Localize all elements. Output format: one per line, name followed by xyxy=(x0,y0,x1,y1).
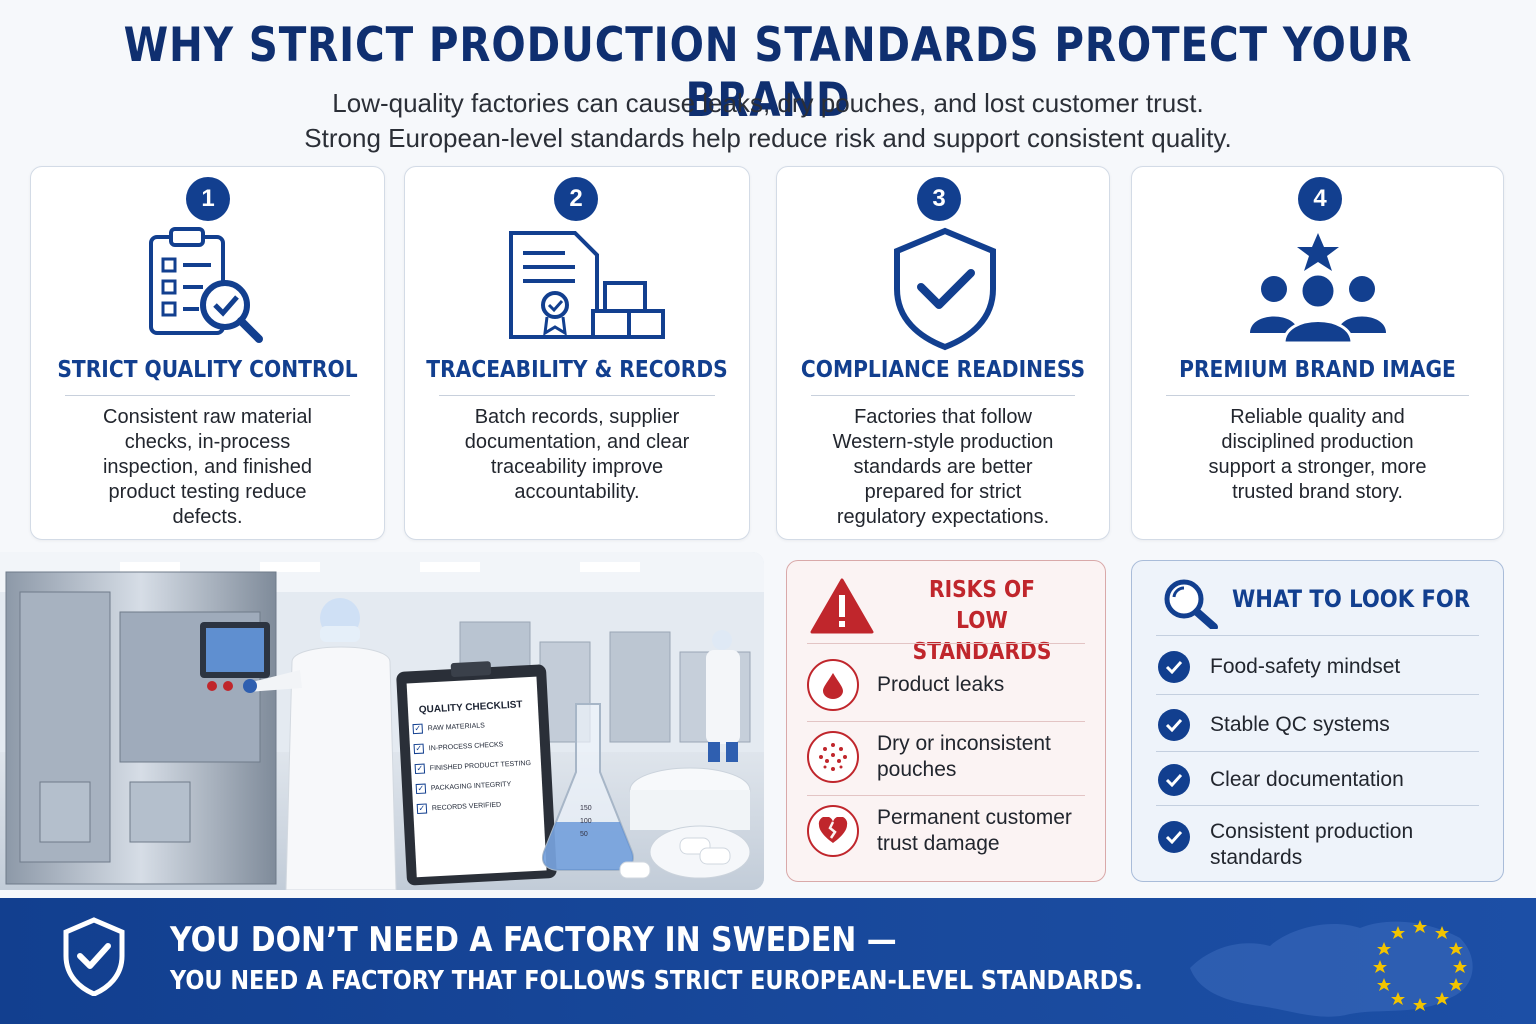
checklist-item: ✓ FINISHED PRODUCT TESTING xyxy=(414,759,532,775)
subtitle-line-2: Strong European-level standards help red… xyxy=(304,123,1232,153)
checklist-item: ✓ IN-PROCESS CHECKS xyxy=(413,740,504,755)
card-description: Consistent raw material checks, in-proces… xyxy=(102,406,313,528)
step-number-badge: 2 xyxy=(554,177,598,221)
eu-stars-icon xyxy=(1373,920,1467,1011)
card-description: Factories that follow Western-style produ… xyxy=(832,406,1054,528)
card-description: Reliable quality and disciplined producti… xyxy=(1208,406,1427,503)
dry-dots-icon xyxy=(807,731,859,783)
banner-headline: YOU DON’T NEED A FACTORY IN SWEDEN — xyxy=(170,920,897,960)
card-title: STRICT QUALITY CONTROL xyxy=(57,357,358,383)
warning-icon xyxy=(809,577,875,640)
checkbox-icon: ✓ xyxy=(413,743,425,755)
broken-heart-icon xyxy=(807,805,859,857)
divider xyxy=(807,643,1085,644)
factory-photo: QUALITY CHECKLIST ✓ RAW MATERIALS ✓ IN-PRO… xyxy=(0,552,764,890)
flask-marks: 150 100 50 xyxy=(580,805,592,838)
divider xyxy=(1166,395,1469,396)
checkbox-icon: ✓ xyxy=(415,783,427,795)
card-title: TRACEABILITY & RECORDS xyxy=(426,357,728,383)
divider xyxy=(807,795,1085,796)
divider xyxy=(811,395,1075,396)
people-star-icon xyxy=(1248,225,1388,356)
banner-subline: YOU NEED A FACTORY THAT FOLLOWS STRICT E… xyxy=(170,966,1143,996)
checkbox-icon: ✓ xyxy=(416,803,428,815)
divider xyxy=(1156,635,1479,636)
checklist-item: ✓ PACKAGING INTEGRITY xyxy=(415,780,512,795)
clipboard-checklist-magnifier-icon xyxy=(143,225,273,356)
step-number-badge: 3 xyxy=(917,177,961,221)
divider xyxy=(1156,694,1479,695)
look-for-title: WHAT TO LOOK FOR xyxy=(1232,585,1471,613)
document-certificate-boxes-icon xyxy=(505,225,665,356)
divider xyxy=(1156,805,1479,806)
card-brand-image: 4 PREMIUM BRAND IMAGE Reliable quality a… xyxy=(1131,166,1504,540)
check-icon xyxy=(1158,764,1190,796)
bottom-banner: YOU DON’T NEED A FACTORY IN SWEDEN — YOU… xyxy=(0,898,1536,1024)
checkbox-icon: ✓ xyxy=(412,723,423,735)
shield-check-icon xyxy=(60,916,128,1001)
page-title: WHY STRICT PRODUCTION STANDARDS PROTECT … xyxy=(123,18,1413,128)
check-icon xyxy=(1158,821,1190,853)
checkbox-icon: ✓ xyxy=(414,763,426,775)
shield-check-icon xyxy=(885,225,1005,356)
checklist-title: QUALITY CHECKLIST xyxy=(418,699,523,716)
card-traceability: 2 TRACEABILITY & RECORDS Batch records, … xyxy=(404,166,750,540)
card-title: COMPLIANCE READINESS xyxy=(800,357,1086,383)
checklist-item: ✓ RAW MATERIALS xyxy=(412,721,486,735)
step-number-badge: 4 xyxy=(1298,177,1342,221)
card-description: Batch records, supplier documentation, an… xyxy=(464,406,690,503)
check-icon xyxy=(1158,651,1190,683)
drop-icon xyxy=(807,659,859,711)
card-title: PREMIUM BRAND IMAGE xyxy=(1179,357,1456,383)
card-compliance: 3 COMPLIANCE READINESS Factories that fo… xyxy=(776,166,1110,540)
risks-title: RISKS OF LOW STANDARDS xyxy=(912,577,1052,665)
quality-checklist: QUALITY CHECKLIST ✓ RAW MATERIALS ✓ IN-PRO… xyxy=(407,689,539,815)
step-number-badge: 1 xyxy=(186,177,230,221)
check-icon xyxy=(1158,709,1190,741)
divider xyxy=(807,721,1085,722)
subtitle-line-1: Low-quality factories can cause leaks, d… xyxy=(332,88,1204,118)
card-quality-control: 1 STRICT QUALITY CONTROL Consistent raw … xyxy=(30,166,385,540)
what-to-look-for-panel: WHAT TO LOOK FOR Food-safety mindset Sta… xyxy=(1131,560,1504,882)
divider xyxy=(65,395,350,396)
europe-map-graphic xyxy=(1180,898,1536,1024)
divider xyxy=(439,395,715,396)
risks-panel: RISKS OF LOW STANDARDS Product leaks Dry … xyxy=(786,560,1106,882)
magnifier-icon xyxy=(1162,577,1220,634)
divider xyxy=(1156,751,1479,752)
